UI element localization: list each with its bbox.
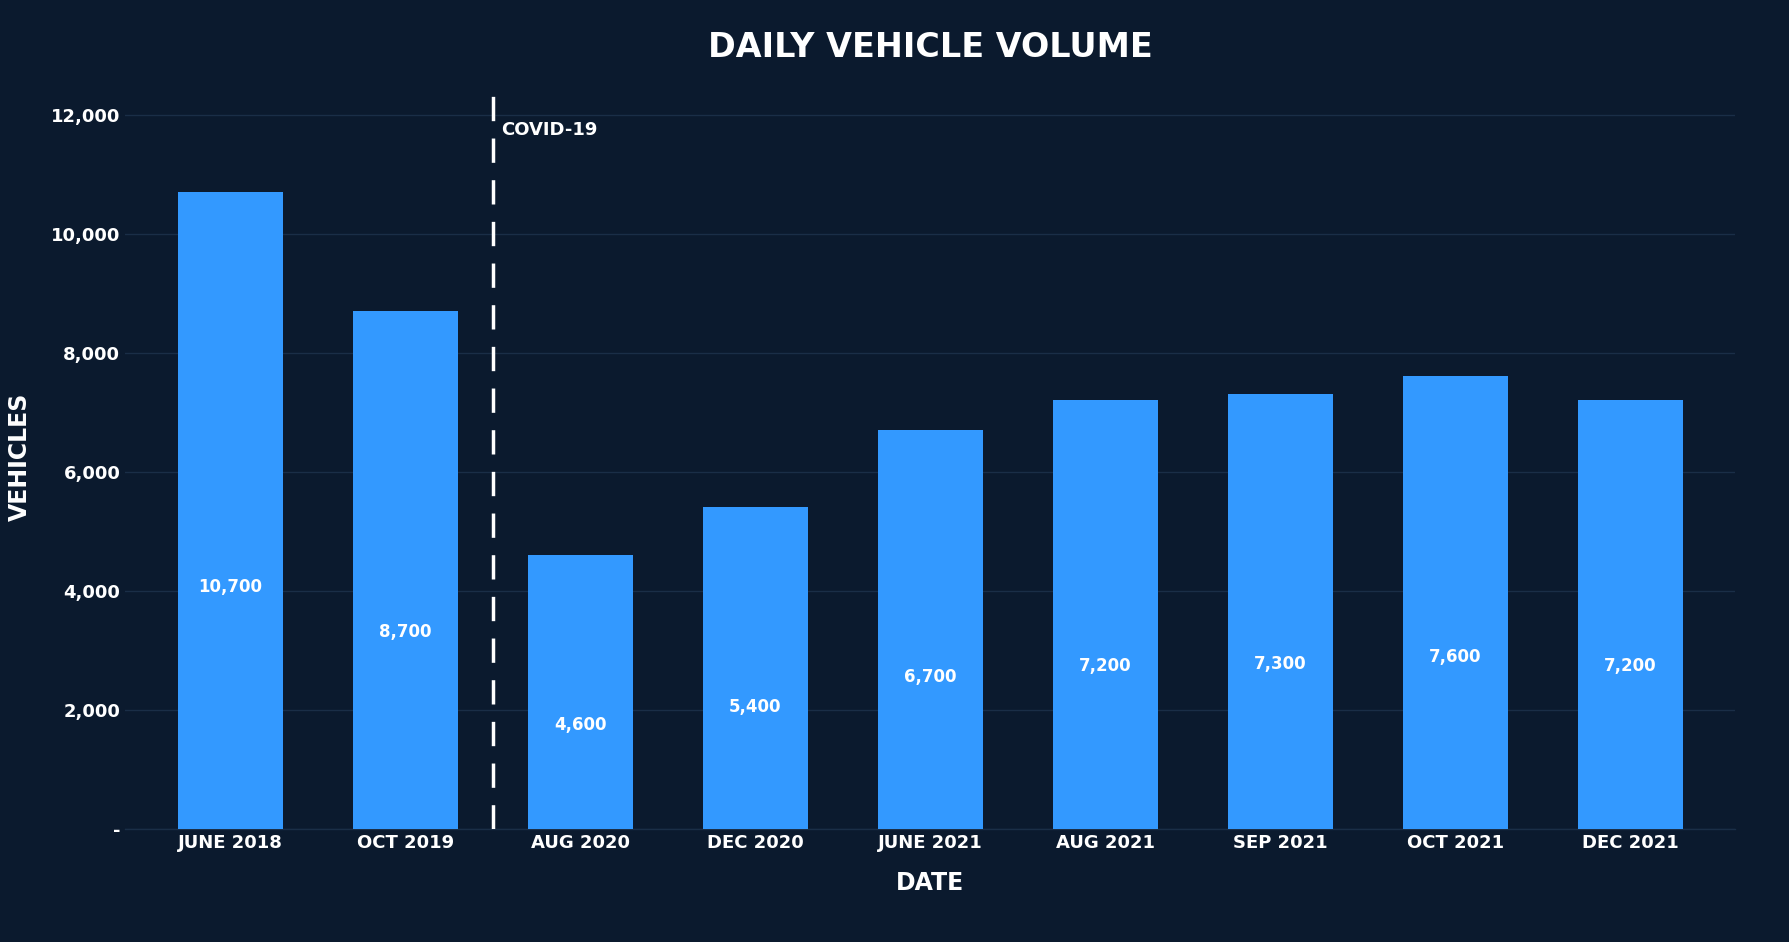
Text: 4,600: 4,600 — [555, 716, 606, 734]
Text: 7,200: 7,200 — [1605, 658, 1657, 675]
Title: DAILY VEHICLE VOLUME: DAILY VEHICLE VOLUME — [708, 31, 1152, 64]
Bar — [528, 555, 633, 829]
Text: COVID-19: COVID-19 — [501, 121, 598, 138]
Text: 7,600: 7,600 — [1429, 648, 1481, 666]
Text: 8,700: 8,700 — [379, 624, 431, 642]
Text: 6,700: 6,700 — [903, 669, 957, 687]
Text: 7,300: 7,300 — [1254, 655, 1306, 673]
Text: 10,700: 10,700 — [199, 577, 263, 596]
Bar — [1578, 400, 1683, 829]
Y-axis label: VEHICLES: VEHICLES — [7, 393, 32, 521]
Bar — [878, 430, 982, 829]
Bar — [1227, 395, 1333, 829]
Bar — [177, 192, 283, 829]
Bar — [1403, 377, 1508, 829]
X-axis label: DATE: DATE — [896, 871, 964, 895]
Text: 7,200: 7,200 — [1079, 658, 1132, 675]
Bar — [1052, 400, 1157, 829]
Text: 5,400: 5,400 — [730, 698, 782, 716]
Bar — [352, 311, 458, 829]
Bar — [703, 508, 809, 829]
